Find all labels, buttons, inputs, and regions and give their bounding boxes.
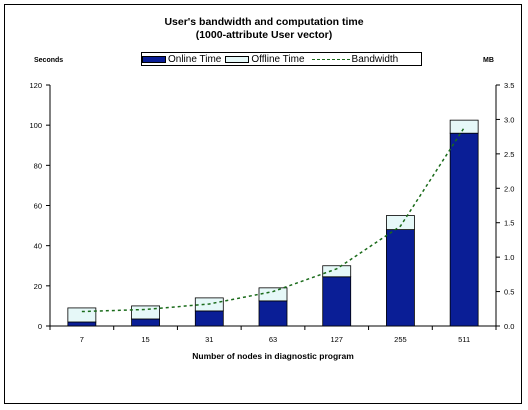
chart-frame xyxy=(4,4,522,404)
y2-tick-label: 0.5 xyxy=(504,288,514,297)
y-tick-label: 0 xyxy=(38,322,42,331)
x-tick-label: 31 xyxy=(205,335,213,344)
chart-subtitle: (1000-attribute User vector) xyxy=(195,29,333,41)
y2-tick-label: 1.5 xyxy=(504,219,514,228)
bar-online-time xyxy=(131,318,160,327)
y2-tick-label: 3.0 xyxy=(504,115,514,124)
bar-offline-time xyxy=(258,287,288,302)
bar-online-time xyxy=(194,310,224,327)
y-tick-label: 100 xyxy=(29,121,42,130)
legend-swatch-online xyxy=(142,55,166,63)
y2-tick-label: 2.0 xyxy=(504,184,514,193)
y-tick-label: 20 xyxy=(34,282,42,291)
bar-offline-time xyxy=(322,265,352,278)
y-tick-label: 80 xyxy=(34,161,42,170)
bar-offline-time xyxy=(386,215,415,231)
y-tick-label: 40 xyxy=(34,242,42,251)
y2-tick-label: 0.0 xyxy=(504,322,514,331)
x-tick-label: 15 xyxy=(141,335,149,344)
bar-offline-time xyxy=(67,307,97,323)
bar-online-time xyxy=(449,132,479,327)
legend-item-offline: Offline Time xyxy=(225,53,305,65)
legend-line-bandwidth xyxy=(311,58,350,60)
x-tick-label: 127 xyxy=(330,335,343,344)
y2-axis-unit-label: MB xyxy=(483,57,494,64)
chart-title: User's bandwidth and computation time xyxy=(164,16,364,28)
x-tick-label: 511 xyxy=(458,335,470,344)
y-axis-unit-label: Seconds xyxy=(34,57,64,64)
legend-label-online: Online Time xyxy=(168,53,222,65)
y-tick-label: 60 xyxy=(34,202,42,211)
bar-online-time xyxy=(386,229,415,327)
bar-offline-time xyxy=(449,119,479,134)
chart-legend: Online Time Offline Time Bandwidth xyxy=(141,52,422,66)
x-tick-label: 7 xyxy=(80,335,84,344)
y-tick-label: 120 xyxy=(29,81,42,90)
legend-label-offline: Offline Time xyxy=(251,53,305,65)
legend-swatch-offline xyxy=(225,55,250,63)
legend-label-bandwidth: Bandwidth xyxy=(351,53,399,65)
bar-online-time xyxy=(67,321,97,327)
x-tick-label: 255 xyxy=(394,335,407,344)
y2-tick-label: 3.5 xyxy=(504,81,514,90)
bandwidth-line xyxy=(81,127,465,313)
bar-online-time xyxy=(322,276,352,327)
legend-item-bandwidth: Bandwidth xyxy=(309,53,399,65)
x-tick-label: 63 xyxy=(269,335,277,344)
y2-tick-label: 2.5 xyxy=(504,150,514,159)
legend-item-online: Online Time xyxy=(142,54,221,65)
y2-tick-label: 1.0 xyxy=(504,253,514,262)
bar-online-time xyxy=(258,300,288,327)
x-axis-title: Number of nodes in diagnostic program xyxy=(192,351,354,361)
